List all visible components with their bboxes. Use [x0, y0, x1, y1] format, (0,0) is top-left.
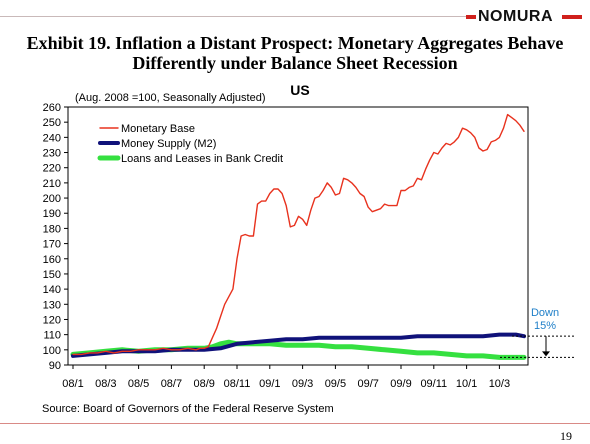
y-tick-label: 150 — [43, 269, 61, 281]
y-tick-label: 170 — [43, 239, 61, 251]
y-tick-label: 190 — [43, 208, 61, 220]
y-axis: 90 100 110 120 130 140 150 160 170 180 190 200 210 22… — [43, 102, 68, 372]
x-tick-label: 08/9 — [193, 378, 214, 390]
y-tick-label: 90 — [49, 360, 61, 372]
y-tick-label: 250 — [43, 117, 61, 129]
x-tick-label: 08/5 — [128, 378, 149, 390]
chart-title: US — [290, 82, 309, 98]
series-line-money-supply-m2 — [71, 332, 526, 358]
y-tick-label: 220 — [43, 163, 61, 175]
legend: Monetary Base Money Supply (M2) Loans and … — [97, 123, 283, 165]
legend-label: Monetary Base — [121, 123, 195, 135]
y-tick-label: 180 — [43, 223, 61, 235]
x-tick-label: 09/7 — [357, 378, 378, 390]
footer-rule — [0, 423, 590, 424]
y-tick-label: 160 — [43, 254, 61, 266]
x-tick-label: 09/11 — [420, 378, 447, 390]
x-tick-label: 09/1 — [259, 378, 280, 390]
legend-label: Money Supply (M2) — [121, 138, 216, 150]
annotation-label: Down — [531, 307, 559, 319]
x-tick-label: 08/1 — [62, 378, 83, 390]
y-tick-label: 240 — [43, 132, 61, 144]
y-tick-label: 100 — [43, 345, 61, 357]
exhibit-title-line-2: Differently under Balance Sheet Recessio… — [132, 53, 458, 73]
x-tick-label: 08/3 — [95, 378, 116, 390]
x-tick-label: 10/1 — [456, 378, 477, 390]
annotation-label: 15% — [534, 320, 556, 332]
exhibit-title: Exhibit 19. Inflation a Distant Prospect… — [0, 33, 590, 73]
y-tick-label: 140 — [43, 284, 61, 296]
y-tick-label: 130 — [43, 299, 61, 311]
x-tick-label: 09/5 — [325, 378, 346, 390]
series-line-monetary-base — [72, 113, 525, 356]
legend-label: Loans and Leases in Bank Credit — [121, 153, 283, 165]
y-tick-label: 120 — [43, 314, 61, 326]
x-tick-label: 10/3 — [489, 378, 510, 390]
logo-left-bar — [466, 15, 476, 19]
y-tick-label: 260 — [43, 102, 61, 114]
chart-subtitle: (Aug. 2008 =100, Seasonally Adjusted) — [75, 92, 266, 104]
nomura-logo: NOMURA — [466, 6, 586, 28]
y-tick-label: 230 — [43, 148, 61, 160]
series-layer — [70, 113, 527, 360]
x-tick-label: 08/11 — [224, 378, 251, 390]
y-tick-label: 200 — [43, 193, 61, 205]
y-tick-label: 210 — [43, 178, 61, 190]
x-axis: 08/1 08/3 08/5 08/7 08/9 08/11 09/1 09/3 09/5 09/… — [62, 365, 510, 390]
page-number: 19 — [560, 429, 572, 443]
header-rule — [0, 16, 466, 17]
x-tick-label: 08/7 — [161, 378, 182, 390]
x-tick-label: 09/9 — [390, 378, 411, 390]
y-tick-label: 110 — [43, 330, 61, 342]
logo-wordmark: NOMURA — [478, 8, 553, 25]
annotation-arrow-head — [542, 351, 550, 357]
plot-frame — [67, 106, 529, 366]
exhibit-title-line-1: Exhibit 19. Inflation a Distant Prospect… — [26, 33, 564, 53]
chart-source: Source: Board of Governors of the Federa… — [42, 403, 334, 415]
x-tick-label: 09/3 — [292, 378, 313, 390]
logo-right-bar — [562, 15, 582, 19]
